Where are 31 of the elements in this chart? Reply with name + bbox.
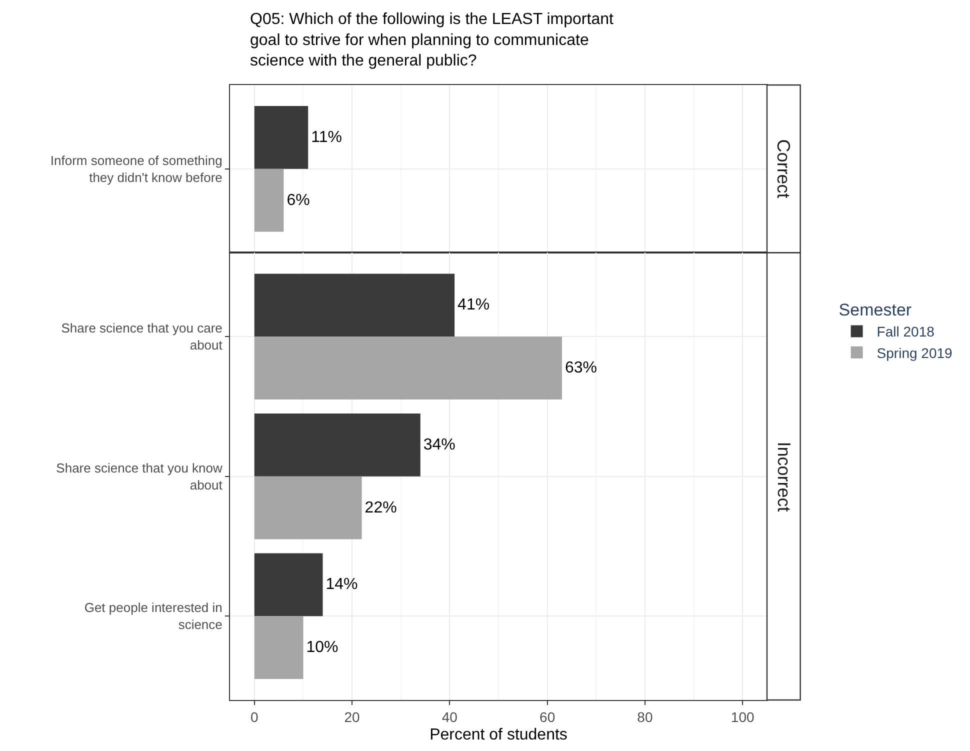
x-tick-label: 20 (344, 708, 360, 725)
data-label: 14% (326, 576, 358, 594)
x-axis-title: Percent of students (430, 726, 568, 744)
bar (254, 413, 420, 476)
chart-title: Q05: Which of the following is the LEAST important goal to strive for when planning to communicate science with the general public? (250, 11, 614, 70)
legend-label: Spring 2019 (876, 344, 953, 361)
data-label: 63% (564, 360, 597, 377)
x-tick-label: 60 (540, 708, 556, 725)
legend-title: Semester (838, 300, 912, 320)
x-tick-label: 80 (637, 708, 653, 725)
y-tick-label: Share science that you care about (61, 320, 223, 353)
data-label: 41% (458, 296, 490, 314)
data-label: 10% (306, 639, 338, 656)
data-label: 11% (311, 128, 342, 146)
bar (254, 616, 304, 680)
x-tick-label: 40 (442, 708, 458, 725)
data-label: 6% (286, 192, 310, 209)
text: Incorrect (774, 442, 794, 512)
y-tick-label: Inform someone of something they didn't know before (50, 152, 222, 185)
bar (254, 336, 562, 400)
data-label: 34% (423, 436, 456, 454)
y-tick-label: Get people interested in science (84, 600, 222, 632)
y-tick-label: Share science that you know about (56, 460, 223, 492)
data-label: 22% (364, 499, 397, 516)
bar (254, 553, 323, 616)
bar (254, 476, 362, 540)
text: Correct (774, 139, 794, 198)
x-tick-label: 0 (250, 708, 259, 725)
legend-label: Fall 2018 (876, 324, 935, 340)
bar (254, 274, 455, 337)
x-tick-label: 100 (730, 708, 754, 725)
